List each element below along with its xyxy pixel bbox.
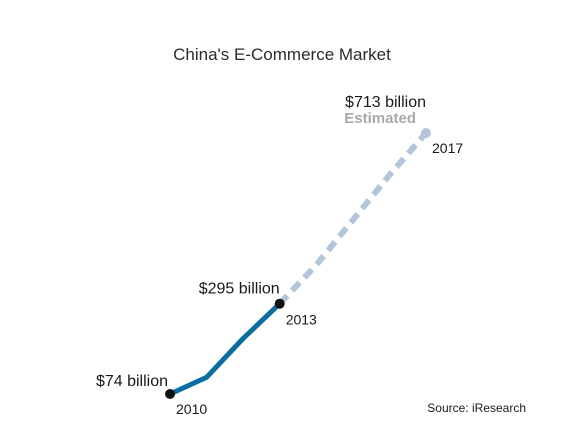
actual-point-2013 [274,298,285,309]
series-lines [167,131,429,397]
series-markers [165,128,431,399]
actual-series-line [167,301,283,397]
point-labels: $74 billion 2010 $295 billion 2013 $713 bill… [96,94,463,417]
year-label-2010: 2010 [176,401,207,417]
estimated-series-line [277,131,429,306]
value-label-2010: $74 billion [96,373,168,390]
value-label-2013: $295 billion [199,281,280,298]
source-note: Source: iResearch [427,401,526,415]
value-label-2017: $713 billion [345,94,426,111]
year-label-2013: 2013 [286,312,317,328]
estimated-point-2017 [421,128,431,138]
chart-title: China's E-Commerce Market [173,45,391,64]
year-label-2017: 2017 [432,140,463,156]
estimated-note: Estimated [344,110,416,127]
actual-point-2010 [165,389,175,399]
